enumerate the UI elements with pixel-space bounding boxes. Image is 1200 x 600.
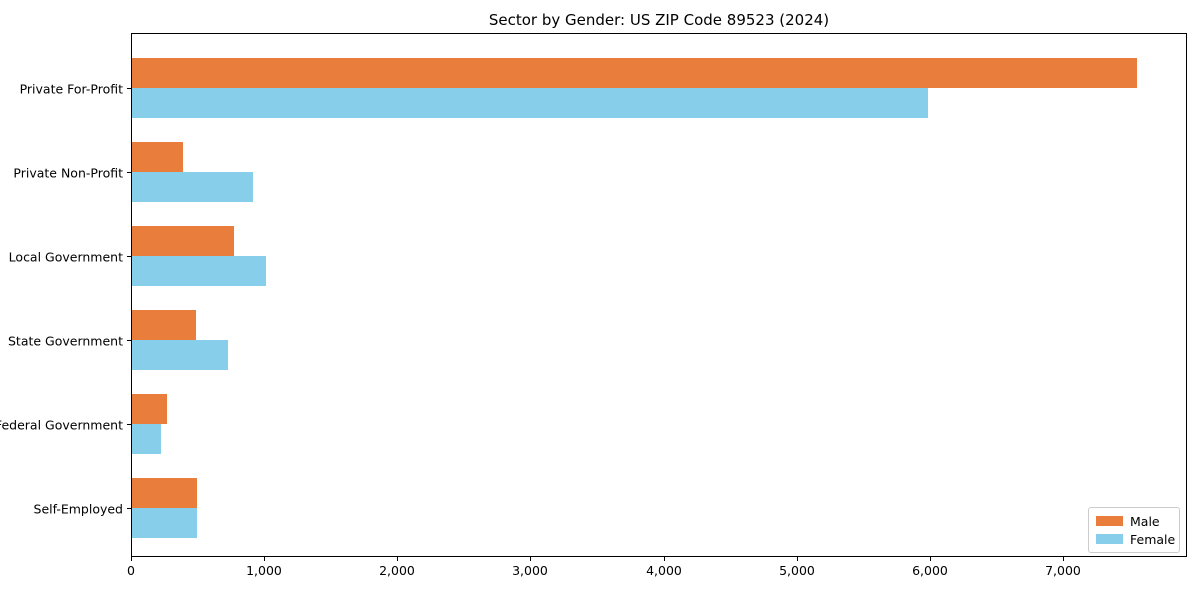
x-tick-mark (131, 557, 132, 561)
y-tick-mark (127, 424, 131, 425)
x-tick-mark (1063, 557, 1064, 561)
bar-male-0 (132, 58, 1137, 88)
y-tick-mark (127, 256, 131, 257)
x-tick-mark (397, 557, 398, 561)
legend-label: Female (1130, 531, 1176, 547)
y-tick-mark (127, 340, 131, 341)
x-tick-label: 7,000 (1045, 563, 1081, 578)
bar-male-2 (132, 226, 234, 256)
legend-swatch-male (1096, 516, 1123, 526)
x-tick-mark (530, 557, 531, 561)
x-tick-label: 5,000 (779, 563, 815, 578)
bar-female-1 (132, 172, 253, 202)
bar-female-4 (132, 424, 161, 454)
x-tick-mark (930, 557, 931, 561)
y-tick-label: Private For-Profit (19, 81, 123, 97)
y-tick-mark (127, 508, 131, 509)
legend-label: Male (1130, 513, 1160, 529)
legend-entry-male: Male (1096, 515, 1172, 528)
x-tick-label: 1,000 (246, 563, 282, 578)
y-tick-label: Federal Government (0, 417, 123, 433)
y-tick-label: State Government (7, 333, 123, 349)
x-tick-label: 0 (127, 563, 135, 578)
bar-female-2 (132, 256, 266, 286)
y-tick-mark (127, 88, 131, 89)
legend-entry-female: Female (1096, 531, 1176, 547)
x-tick-mark (664, 557, 665, 561)
x-tick-label: 3,000 (512, 563, 548, 578)
x-tick-label: 4,000 (646, 563, 682, 578)
x-tick-label: 2,000 (379, 563, 415, 578)
x-tick-mark (797, 557, 798, 561)
legend-swatch-female (1096, 534, 1123, 544)
y-tick-mark (127, 172, 131, 173)
bar-female-0 (132, 88, 928, 118)
y-tick-label: Local Government (8, 249, 123, 265)
y-tick-label: Private Non-Profit (13, 165, 123, 181)
bar-male-5 (132, 478, 197, 508)
bar-female-3 (132, 340, 228, 370)
bar-male-4 (132, 394, 167, 424)
bar-male-3 (132, 310, 196, 340)
x-tick-label: 6,000 (912, 563, 948, 578)
bar-male-1 (132, 142, 183, 172)
chart-title: Sector by Gender: US ZIP Code 89523 (202… (488, 11, 830, 29)
x-tick-mark (264, 557, 265, 561)
bar-female-5 (132, 508, 197, 538)
legend: Male Female (1088, 507, 1180, 553)
y-tick-label: Self-Employed (33, 501, 123, 517)
plot-area (131, 33, 1187, 557)
